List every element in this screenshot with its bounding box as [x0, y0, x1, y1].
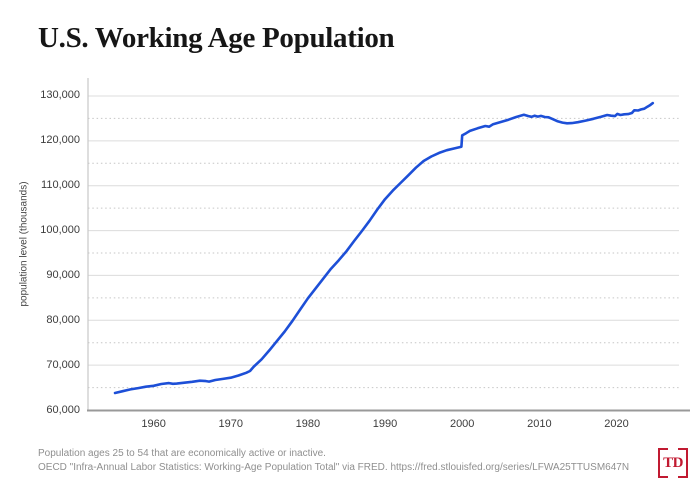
- note-data-source: OECD "Infra-Annual Labor Statistics: Wor…: [38, 462, 630, 473]
- y-tick-4: 100,000: [40, 224, 80, 237]
- y-tick-5: 110,000: [41, 179, 80, 192]
- y-tick-3: 90,000: [46, 268, 80, 281]
- y-tick-7: 130,000: [40, 89, 80, 102]
- x-tick-2: 1980: [295, 418, 321, 430]
- x-tick-5: 2010: [527, 418, 552, 430]
- population-series-line: [113, 101, 655, 395]
- x-tick-6: 2020: [604, 418, 629, 430]
- page-title: U.S. Working Age Population: [38, 22, 395, 54]
- y-tick-6: 120,000: [40, 134, 80, 147]
- x-tick-3: 1990: [372, 418, 398, 430]
- td-logo: TD: [658, 448, 688, 478]
- x-tick-4: 2000: [449, 418, 475, 430]
- y-tick-1: 70,000: [46, 358, 80, 371]
- td-logo-frame-top: [660, 448, 686, 450]
- x-tick-0: 1960: [141, 418, 166, 430]
- x-tick-1: 1970: [218, 418, 243, 430]
- td-logo-frame-bottom: [660, 476, 686, 478]
- note-population-definition: Population ages 25 to 54 that are econom…: [38, 448, 326, 459]
- y-tick-0: 60,000: [46, 403, 80, 416]
- source-notes: Population ages 25 to 54 that are econom…: [38, 447, 629, 475]
- td-logo-text: TD: [663, 454, 683, 471]
- y-tick-2: 80,000: [46, 313, 80, 326]
